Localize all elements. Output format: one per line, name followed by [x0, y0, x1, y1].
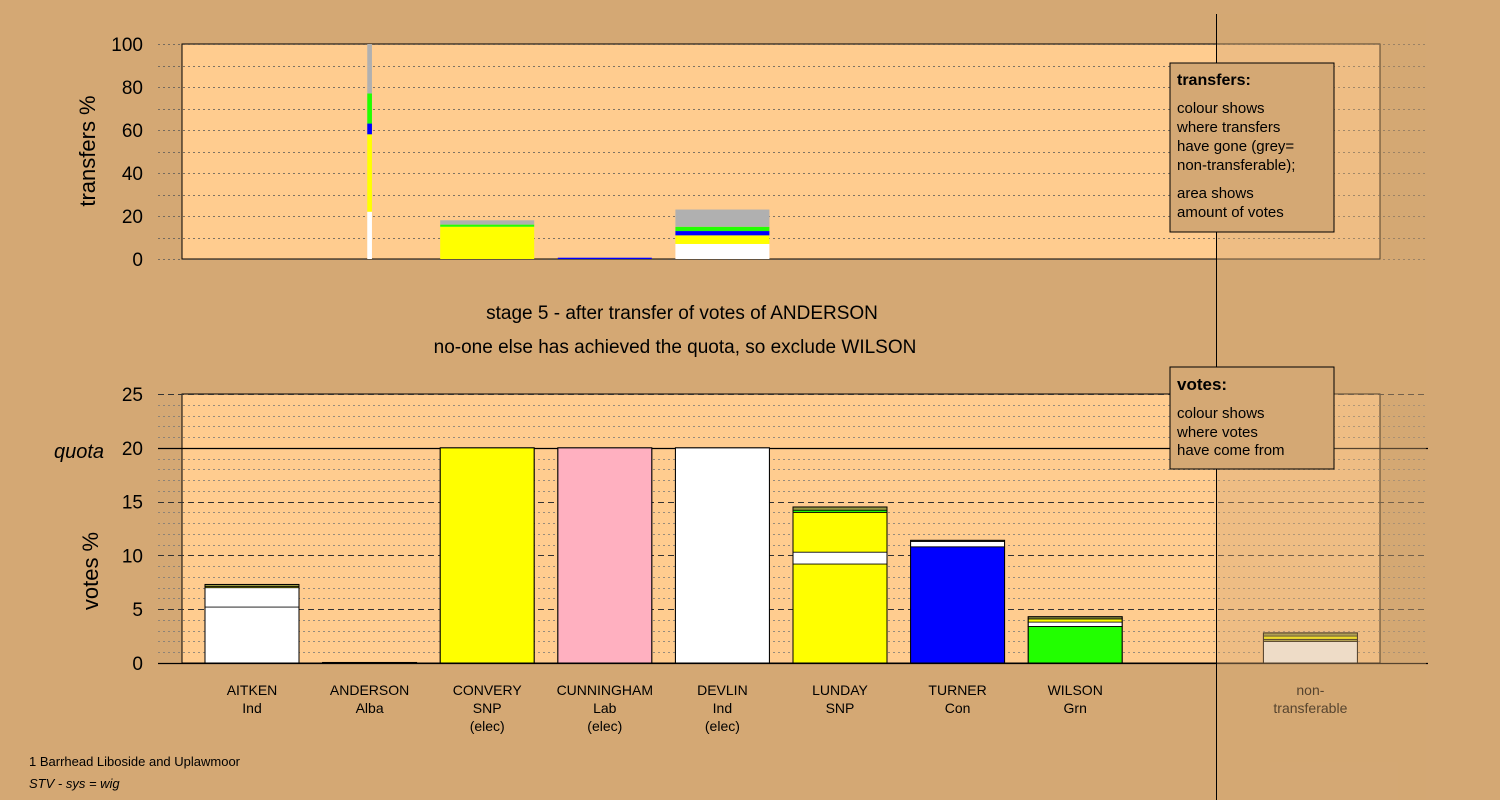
stage-subtitle: no-one else has achieved the quota, so e…: [434, 337, 917, 358]
vote-bar-outline: [1262, 632, 1358, 664]
vote-bar-segment: [792, 511, 888, 553]
candidate-name-label: LUNDAY: [812, 682, 868, 698]
vote-bar-outline: [910, 539, 1006, 664]
transfer-bar-segment: [440, 220, 535, 225]
transfer-bar-segment: [367, 134, 372, 212]
candidate-name-label: AITKEN: [227, 682, 278, 698]
candidate-party-label: Con: [945, 700, 971, 716]
transfer-bar-segment: [367, 93, 372, 124]
candidate-status-label: (elec): [470, 718, 505, 734]
votes-legend-line: colour shows: [1177, 405, 1265, 422]
votes-legend-line: have come from: [1177, 442, 1285, 459]
transfer-bar-segment: [367, 44, 372, 94]
vote-bar-segment: [910, 541, 1005, 548]
footer-ward-name: 1 Barrhead Liboside and Uplawmoor: [29, 754, 241, 769]
transfers-legend-line: have gone (grey=: [1177, 138, 1294, 155]
vote-bar-segment: [1027, 621, 1123, 627]
votes-legend-box: [1169, 366, 1335, 470]
candidate-name-label: WILSON: [1048, 682, 1103, 698]
transfer-bar-segment: [440, 224, 535, 227]
transfer-bar-segment: [675, 231, 770, 236]
transfers-legend-box: [1169, 62, 1335, 233]
candidate-party-label: SNP: [473, 700, 502, 716]
votes-legend-line: where votes: [1176, 424, 1258, 441]
candidate-name-label: TURNER: [928, 682, 986, 698]
candidate-name-label: CUNNINGHAM: [557, 682, 653, 698]
candidate-status-label: (elec): [587, 718, 622, 734]
vote-bar-outline: [1027, 616, 1123, 664]
transfer-bar-segment: [557, 257, 652, 259]
candidate-party-label: transferable: [1273, 700, 1347, 716]
transfer-bar-segment: [440, 226, 535, 259]
transfers-legend-line: where transfers: [1176, 119, 1280, 136]
vote-bar-outline: [322, 661, 418, 664]
candidate-party-label: Lab: [593, 700, 617, 716]
transfer-bar-segment: [367, 123, 372, 135]
footer-system: STV - sys = wig: [29, 776, 120, 791]
candidate-party-label: SNP: [826, 700, 855, 716]
vote-bar-segment: [204, 587, 300, 608]
votes-y-tick-label: 20: [122, 439, 143, 460]
transfer-bar-segment: [367, 211, 372, 259]
quota-label: quota: [54, 441, 104, 463]
candidate-name-label: DEVLIN: [697, 682, 748, 698]
vote-bar-segment: [1027, 618, 1123, 623]
vote-bar-segment: [557, 447, 653, 664]
vote-bar-segment: [792, 563, 888, 664]
votes-y-tick-label: 15: [122, 493, 143, 514]
candidate-party-label: Alba: [356, 700, 384, 716]
transfers-legend-line: amount of votes: [1177, 204, 1284, 221]
transfers-legend-title: transfers:: [1177, 72, 1251, 89]
transfers-y-tick-label: 100: [111, 35, 143, 56]
transfers-legend: transfers: colour shows where transfers …: [1169, 62, 1335, 233]
transfers-y-tick-label: 80: [122, 78, 143, 99]
transfers-y-tick-label: 20: [122, 207, 143, 228]
transfer-bar-segment: [675, 209, 770, 227]
transfers-bars: [367, 44, 770, 259]
transfers-y-ticks: 0 20 40 60 80 100: [111, 35, 143, 271]
votes-legend-title: votes:: [1177, 375, 1227, 394]
transfers-y-tick-label: 60: [122, 121, 143, 142]
transfers-y-axis-label: transfers %: [75, 95, 100, 206]
vote-bar-outline: [792, 506, 888, 664]
vote-bar-segment: [204, 606, 300, 664]
vote-bar-outline: [674, 447, 770, 664]
votes-y-axis-label: votes %: [78, 532, 103, 610]
votes-y-tick-label: 25: [122, 385, 143, 406]
vote-bar-outline: [557, 447, 653, 664]
transfers-y-tick-label: 40: [122, 164, 143, 185]
candidate-party-label: Ind: [713, 700, 732, 716]
transfers-legend-line: area shows: [1177, 185, 1254, 202]
votes-y-tick-label: 5: [132, 600, 143, 621]
candidate-name-label: non-: [1296, 682, 1324, 698]
transfers-legend-line: non-transferable);: [1177, 157, 1295, 174]
stage-title: stage 5 - after transfer of votes of AND…: [486, 303, 878, 324]
vote-bar-segment: [910, 546, 1005, 664]
votes-plot: 0 5 10 15 20 25 AITKEN Ind ANDERSON Alba CONVERY S…: [54, 385, 1428, 734]
transfer-bar-segment: [675, 226, 770, 232]
vote-bar-outline: [204, 583, 300, 664]
votes-legend: votes: colour shows where votes have com…: [1169, 366, 1335, 470]
candidate-status-label: (elec): [705, 718, 740, 734]
candidate-party-label: Grn: [1064, 700, 1087, 716]
transfer-bar-segment: [675, 235, 770, 244]
transfer-bar-segment: [675, 243, 770, 259]
votes-y-ticks: 0 5 10 15 20 25: [122, 385, 143, 675]
vote-bar-segment: [675, 447, 770, 664]
transfers-y-tick-label: 0: [132, 250, 143, 271]
votes-bars: [204, 447, 1358, 664]
candidate-party-label: Ind: [242, 700, 261, 716]
vote-bar-segment: [439, 447, 535, 664]
votes-y-tick-label: 10: [122, 546, 143, 567]
votes-y-tick-label: 0: [132, 654, 143, 675]
transfers-legend-line: colour shows: [1177, 100, 1265, 117]
candidate-name-label: ANDERSON: [330, 682, 409, 698]
vote-bar-segment: [792, 551, 888, 565]
vote-bar-outline: [439, 447, 535, 664]
candidate-labels: AITKEN Ind ANDERSON Alba CONVERY SNP (elec) CUN…: [227, 682, 1348, 734]
candidate-name-label: CONVERY: [453, 682, 523, 698]
vote-bar-segment: [1027, 626, 1123, 664]
